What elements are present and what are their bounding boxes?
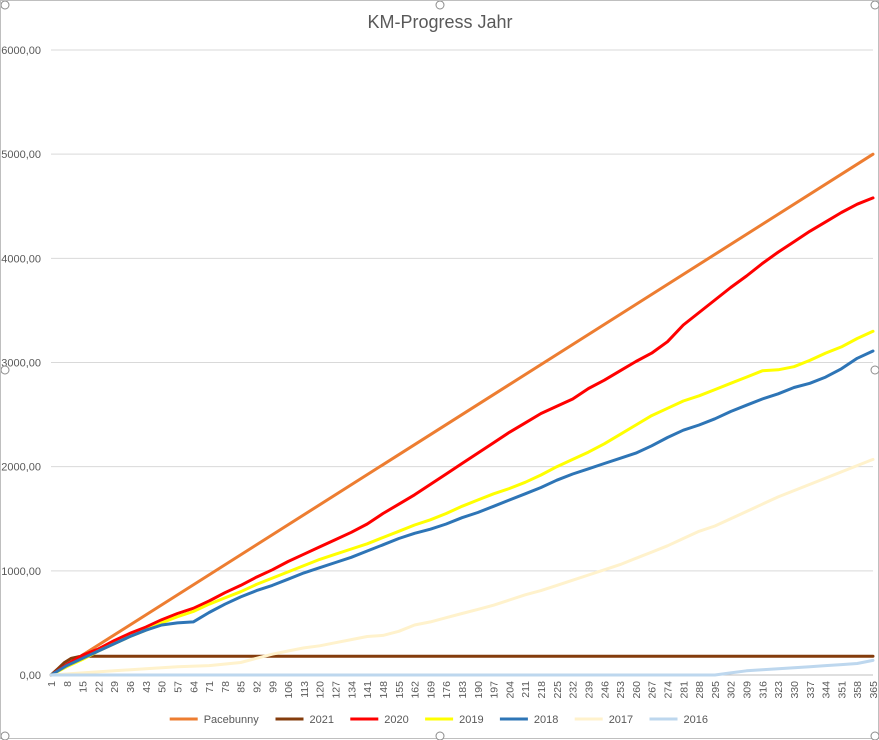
grid-lines (51, 49, 873, 572)
x-tick-label: 246 (599, 681, 611, 699)
x-tick-label: 57 (172, 681, 184, 693)
x-tick-label: 288 (694, 681, 706, 699)
x-tick-label: 274 (663, 681, 675, 699)
x-tick-label: 260 (631, 681, 643, 699)
x-tick-label: 316 (757, 681, 769, 699)
x-tick-label: 351 (836, 681, 848, 699)
x-tick-label: 64 (188, 681, 200, 693)
legend-label: 2016 (684, 714, 708, 726)
x-tick-label: 36 (125, 681, 137, 693)
x-tick-label: 29 (109, 681, 121, 693)
x-tick-label: 99 (267, 681, 279, 693)
y-tick-label: 0,00 (20, 670, 41, 682)
x-tick-label: 43 (141, 681, 153, 693)
y-tick-label: 1000,00 (1, 566, 41, 578)
x-tick-label: 120 (315, 681, 327, 699)
series-line-pacebunny (49, 152, 875, 677)
series-line-2020 (49, 196, 875, 677)
x-tick-label: 1 (46, 681, 58, 687)
resize-handle[interactable] (870, 731, 879, 740)
resize-handle[interactable] (870, 1, 879, 10)
x-tick-label: 113 (299, 681, 311, 698)
legend-label: 2021 (310, 714, 334, 726)
x-tick-label: 15 (78, 681, 90, 693)
x-tick-label: 218 (536, 681, 548, 699)
x-tick-label: 323 (773, 681, 785, 699)
series-line-2017 (49, 457, 875, 677)
x-tick-label: 148 (378, 681, 390, 699)
resize-handle[interactable] (1, 365, 10, 375)
x-tick-label: 232 (568, 681, 580, 699)
x-tick-label: 267 (647, 681, 659, 699)
x-tick-label: 176 (441, 681, 453, 699)
y-tick-label: 6000,00 (1, 45, 41, 57)
resize-handle[interactable] (870, 365, 879, 375)
x-tick-label: 309 (742, 681, 754, 699)
x-tick-label: 225 (552, 681, 564, 699)
x-tick-label: 8 (62, 681, 74, 687)
x-tick-label: 162 (410, 681, 422, 699)
y-tick-label: 5000,00 (1, 149, 41, 161)
legend: Pacebunny 2021 2020 2019 2018 2017 2016 (169, 714, 708, 726)
x-tick-label: 183 (457, 681, 469, 699)
x-tick-label: 92 (252, 681, 264, 693)
x-tick-label: 365 (868, 681, 879, 699)
y-tick-label: 2000,00 (1, 462, 41, 474)
x-tick-label: 71 (204, 681, 216, 693)
chart-title: KM-Progress Jahr (367, 12, 512, 32)
x-tick-label: 295 (710, 681, 722, 699)
x-tick-label: 155 (394, 681, 406, 699)
x-tick-label: 253 (615, 681, 627, 699)
x-tick-label: 134 (346, 681, 358, 699)
x-tick-label: 78 (220, 681, 232, 693)
series-lines (49, 152, 875, 677)
series-line-2019 (49, 329, 875, 677)
y-tick-label: 3000,00 (1, 358, 41, 370)
x-tick-label: 141 (362, 681, 374, 699)
resize-handle[interactable] (1, 731, 10, 740)
y-tick-label: 4000,00 (1, 253, 41, 265)
x-tick-label: 169 (425, 681, 437, 699)
y-axis-tick-labels: 0,00 1000,00 2000,00 3000,00 4000,00 5000,00 6… (1, 45, 41, 682)
resize-handle[interactable] (435, 731, 445, 740)
legend-label: 2019 (459, 714, 483, 726)
resize-handle[interactable] (1, 1, 10, 10)
x-axis-tick-labels: 1 8 15 22 29 36 43 50 57 64 71 78 85 92 99 106 113 120 127… (46, 681, 879, 699)
x-tick-label: 50 (157, 681, 169, 693)
x-tick-label: 337 (805, 681, 817, 699)
x-tick-label: 22 (93, 681, 105, 693)
x-tick-label: 204 (504, 681, 516, 699)
x-tick-label: 211 (520, 681, 532, 698)
x-tick-label: 302 (726, 681, 738, 699)
x-tick-label: 197 (489, 681, 501, 699)
x-tick-label: 358 (852, 681, 864, 699)
series-line-2016 (49, 658, 875, 677)
x-tick-label: 85 (236, 681, 248, 693)
x-tick-label: 330 (789, 681, 801, 699)
x-tick-label: 281 (678, 681, 690, 699)
legend-label: 2020 (384, 714, 408, 726)
legend-label: 2017 (609, 714, 633, 726)
x-tick-label: 127 (331, 681, 343, 699)
x-tick-label: 106 (283, 681, 295, 699)
series-line-2018 (49, 349, 875, 677)
x-tick-label: 344 (821, 681, 833, 699)
legend-label: Pacebunny (204, 714, 260, 726)
x-tick-label: 190 (473, 681, 485, 699)
resize-handle[interactable] (435, 1, 445, 10)
x-tick-label: 239 (583, 681, 595, 699)
legend-label: 2018 (534, 714, 558, 726)
